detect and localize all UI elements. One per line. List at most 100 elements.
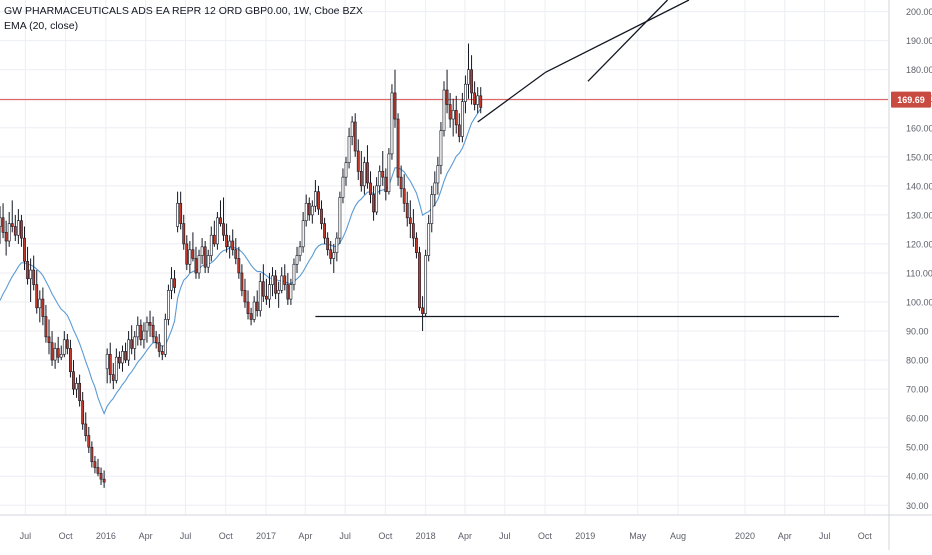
candle-body xyxy=(108,353,112,375)
candle-body xyxy=(366,162,369,184)
candle-body xyxy=(105,353,109,370)
candle-body xyxy=(258,281,262,312)
y-tick-label: 180.00 xyxy=(906,65,932,75)
candle-body xyxy=(1,217,5,233)
candle-body xyxy=(274,275,277,294)
candle-body xyxy=(10,223,14,227)
candle-body xyxy=(307,202,311,216)
candle-body xyxy=(323,223,326,239)
candle-body xyxy=(84,423,88,436)
candle-body xyxy=(369,182,372,195)
candle-body xyxy=(114,356,118,381)
y-tick-label: 50.00 xyxy=(906,443,929,453)
candle-body xyxy=(0,217,2,227)
candle-body xyxy=(415,237,418,253)
x-tick-label: Apr xyxy=(778,531,792,541)
candle-body xyxy=(47,336,51,343)
candle-body xyxy=(29,269,33,280)
candle-body xyxy=(332,252,336,259)
candle-body xyxy=(167,290,170,320)
candle-body xyxy=(295,255,299,265)
y-tick-label: 70.00 xyxy=(906,385,929,395)
candle-body xyxy=(219,217,222,224)
candle-body xyxy=(142,330,146,341)
candle-body xyxy=(185,243,189,265)
x-tick-label: Jul xyxy=(499,531,511,541)
candle-body xyxy=(194,258,198,274)
candle-body xyxy=(289,284,293,300)
candle-body xyxy=(176,202,180,227)
candle-body xyxy=(78,383,82,402)
candle-body xyxy=(378,171,382,187)
y-tick-label: 120.00 xyxy=(906,239,932,249)
candle-body xyxy=(467,69,470,85)
candle-body xyxy=(470,69,473,94)
candle-body xyxy=(341,176,345,198)
candle-body xyxy=(399,176,403,190)
candle-body xyxy=(118,356,121,364)
x-tick-label: May xyxy=(629,531,647,541)
candle-body xyxy=(476,95,480,105)
candle-body xyxy=(102,478,106,483)
y-tick-label: 190.00 xyxy=(906,36,932,46)
y-tick-label: 80.00 xyxy=(906,356,929,366)
symbol-title[interactable]: GW PHARMACEUTICALS ADS EA REPR 12 ORD GB… xyxy=(4,5,363,17)
y-tick-label: 90.00 xyxy=(906,327,929,337)
candle-body xyxy=(200,246,204,256)
candle-body xyxy=(317,191,320,210)
candle-body xyxy=(421,307,424,314)
candle-body xyxy=(127,339,131,361)
candle-body xyxy=(182,223,186,245)
candle-body xyxy=(436,165,440,184)
candle-body xyxy=(133,336,137,349)
candle-body xyxy=(326,237,330,251)
candle-body xyxy=(277,290,281,294)
y-tick-label: 160.00 xyxy=(906,123,932,133)
candle-body xyxy=(375,185,379,213)
x-tick-label: Oct xyxy=(378,531,393,541)
trendline xyxy=(544,0,690,74)
y-tick-label: 60.00 xyxy=(906,414,929,424)
candle-body xyxy=(160,351,164,355)
candle-body xyxy=(405,202,409,219)
x-tick-label: Apr xyxy=(458,531,472,541)
candle-body xyxy=(38,298,42,309)
candle-body xyxy=(246,301,250,314)
candle-body xyxy=(460,101,464,137)
candle-body xyxy=(145,322,149,332)
candle-body xyxy=(53,348,57,361)
candle-body xyxy=(301,220,305,248)
candle-body xyxy=(479,95,483,108)
candle-body xyxy=(344,162,348,178)
candle-body xyxy=(62,339,66,355)
candle-body xyxy=(384,176,388,192)
candle-body xyxy=(99,473,103,480)
candle-body xyxy=(255,301,259,312)
candle-body xyxy=(50,342,54,361)
candle-body xyxy=(20,220,23,239)
y-tick-label: 100.00 xyxy=(906,298,932,308)
candle-body xyxy=(350,121,354,137)
candle-body xyxy=(225,234,228,248)
candle-body xyxy=(356,150,360,172)
candle-body xyxy=(359,171,363,187)
indicator-label[interactable]: EMA (20, close) xyxy=(4,20,79,32)
x-tick-label: Jul xyxy=(20,531,32,541)
y-tick-label: 30.00 xyxy=(906,501,929,511)
candle-body xyxy=(16,220,20,236)
candle-body xyxy=(124,351,127,361)
candle-body xyxy=(310,205,314,216)
candle-body xyxy=(234,249,238,259)
candle-body xyxy=(228,240,232,248)
candle-body xyxy=(75,383,78,390)
candle-body xyxy=(4,232,8,242)
candle-body xyxy=(65,339,69,349)
candle-body xyxy=(212,234,216,245)
candle-body xyxy=(286,284,290,300)
candle-body xyxy=(121,351,124,364)
candle-body xyxy=(222,223,225,236)
x-tick-label: 2019 xyxy=(575,531,595,541)
candle-body xyxy=(347,136,351,163)
